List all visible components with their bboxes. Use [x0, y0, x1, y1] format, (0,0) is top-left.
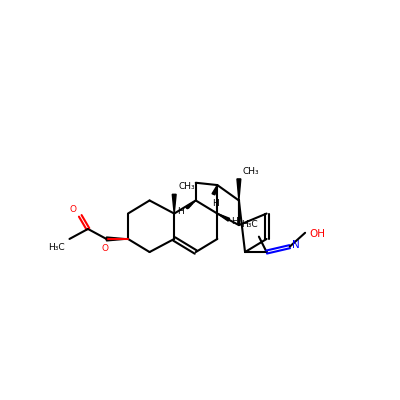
Text: CH₃: CH₃	[243, 167, 259, 176]
Text: N: N	[292, 240, 300, 250]
Polygon shape	[212, 185, 217, 195]
Text: H: H	[231, 217, 238, 226]
Text: H₃C: H₃C	[241, 220, 257, 229]
Polygon shape	[237, 179, 241, 200]
Polygon shape	[172, 194, 176, 214]
Text: O: O	[102, 244, 108, 252]
Polygon shape	[217, 214, 230, 221]
Text: H: H	[212, 199, 218, 208]
Text: H: H	[178, 207, 184, 216]
Text: H₃C: H₃C	[48, 243, 65, 252]
Text: O: O	[70, 205, 76, 214]
Text: OH: OH	[309, 229, 325, 239]
Polygon shape	[106, 237, 128, 241]
Text: CH₃: CH₃	[178, 182, 195, 191]
